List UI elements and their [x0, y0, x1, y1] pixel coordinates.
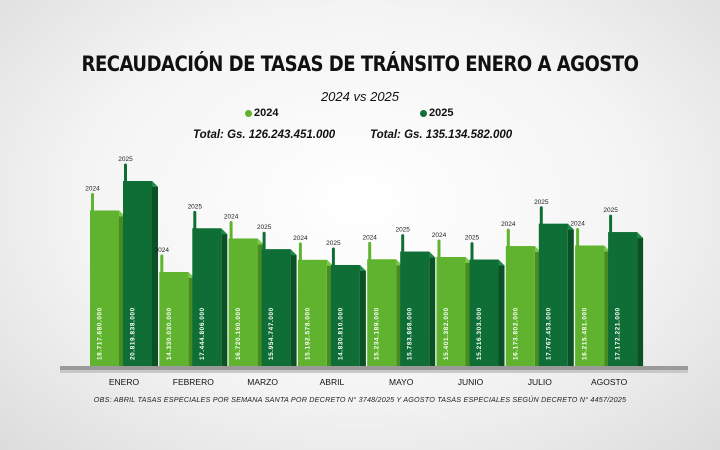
category-label-enero: ENERO: [109, 377, 140, 387]
category-label-mayo: MAYO: [389, 377, 414, 387]
data-label-junio-2025: 15.216.303.000: [476, 307, 483, 360]
chart-baseline-shadow: [60, 370, 688, 373]
data-label-enero-2024: 18.717.680.000: [97, 307, 104, 360]
bar-agosto-2025: [608, 232, 638, 366]
category-label-agosto: AGOSTO: [591, 377, 628, 387]
category-label-julio: JULIO: [528, 377, 552, 387]
bar-side-abril-2025: [359, 264, 366, 366]
data-label-marzo-2025: 15.954.747.000: [268, 307, 275, 360]
year-tag-febrero-2025: 2025: [188, 203, 203, 210]
legend-label-2025: 2025: [429, 107, 454, 119]
bar-side-marzo-2025: [290, 249, 297, 366]
year-tag-mayo-2024: 2024: [362, 234, 377, 241]
category-label-junio: JUNIO: [458, 377, 484, 387]
data-label-abril-2025: 14.830.810.000: [337, 307, 344, 360]
chart-baseline: [60, 366, 688, 370]
bar-enero-2025: [123, 181, 152, 366]
data-label-agosto-2025: 17.172.221.000: [615, 307, 622, 360]
year-tag-julio-2025: 2025: [534, 199, 549, 206]
bar-abril-2024: [297, 259, 327, 366]
data-label-mayo-2025: 15.783.868.000: [407, 307, 414, 360]
bar-mayo-2025: [400, 251, 430, 366]
data-label-febrero-2024: 14.330.030.000: [166, 307, 173, 360]
data-label-marzo-2024: 16.720.160.000: [235, 307, 242, 360]
year-tag-junio-2025: 2025: [465, 235, 480, 242]
data-label-julio-2025: 17.767.453.000: [545, 307, 552, 360]
category-label-marzo: MARZO: [247, 377, 278, 387]
bar-febrero-2024: [159, 272, 189, 366]
bar-enero-2024: [90, 210, 119, 366]
bar-side-agosto-2025: [637, 232, 644, 366]
legend-label-2024: 2024: [254, 107, 279, 119]
category-label-febrero: FEBRERO: [173, 377, 214, 387]
legend-swatch-2024-icon: [245, 109, 252, 117]
year-tag-enero-2024: 2024: [85, 185, 100, 192]
bar-abril-2025: [330, 264, 360, 366]
bar-julio-2025: [538, 223, 568, 366]
bar-febrero-2025: [192, 228, 222, 366]
year-tag-marzo-2025: 2025: [257, 224, 272, 231]
data-label-julio-2024: 16.173.802.000: [512, 307, 519, 360]
total-2025: Total: Gs. 135.134.582.000: [370, 129, 513, 141]
chart-subtitle: 2024 vs 2025: [320, 89, 400, 104]
year-tag-julio-2024: 2024: [501, 221, 516, 228]
bar-junio-2025: [469, 259, 499, 366]
year-tag-enero-2025: 2025: [118, 156, 133, 163]
legend-swatch-2025-icon: [420, 109, 427, 117]
bar-side-junio-2025: [498, 259, 505, 366]
year-tag-mayo-2025: 2025: [395, 227, 410, 234]
legend-item-2025: 2025: [420, 107, 453, 119]
bar-julio-2024: [505, 246, 535, 366]
data-label-febrero-2025: 17.444.806.000: [199, 307, 206, 360]
year-tag-agosto-2025: 2025: [603, 207, 618, 214]
data-label-mayo-2024: 15.234.189.000: [374, 307, 381, 360]
year-tag-febrero-2024: 2024: [155, 247, 170, 254]
year-tag-agosto-2024: 2024: [570, 221, 585, 228]
bar-marzo-2025: [261, 249, 291, 366]
bar-junio-2024: [436, 256, 466, 366]
legend-item-2024: 2024: [245, 107, 278, 119]
bar-side-febrero-2025: [221, 228, 228, 366]
bar-mayo-2024: [367, 259, 397, 366]
bar-side-mayo-2025: [429, 251, 436, 366]
bar-marzo-2024: [228, 238, 258, 366]
year-tag-marzo-2024: 2024: [224, 213, 239, 220]
data-label-abril-2024: 15.192.578.000: [304, 307, 311, 360]
year-tag-abril-2025: 2025: [326, 240, 341, 247]
data-label-enero-2025: 20.819.838.000: [130, 307, 137, 360]
chart-title: RECAUDACIÓN DE TASAS DE TRÁNSITO ENERO A…: [81, 52, 639, 76]
total-2024: Total: Gs. 126.243.451.000: [193, 129, 336, 141]
bar-side-enero-2025: [152, 181, 158, 366]
data-label-junio-2024: 15.401.382.000: [443, 307, 450, 360]
data-label-agosto-2024: 16.215.481.000: [582, 307, 589, 360]
year-tag-junio-2024: 2024: [432, 232, 447, 239]
bar-agosto-2024: [575, 245, 605, 366]
year-tag-abril-2024: 2024: [293, 235, 308, 242]
category-label-abril: ABRIL: [320, 377, 345, 387]
footnote: OBS: ABRIL TASAS ESPECIALES POR SEMANA S…: [93, 395, 627, 404]
bar-side-julio-2025: [567, 223, 574, 366]
